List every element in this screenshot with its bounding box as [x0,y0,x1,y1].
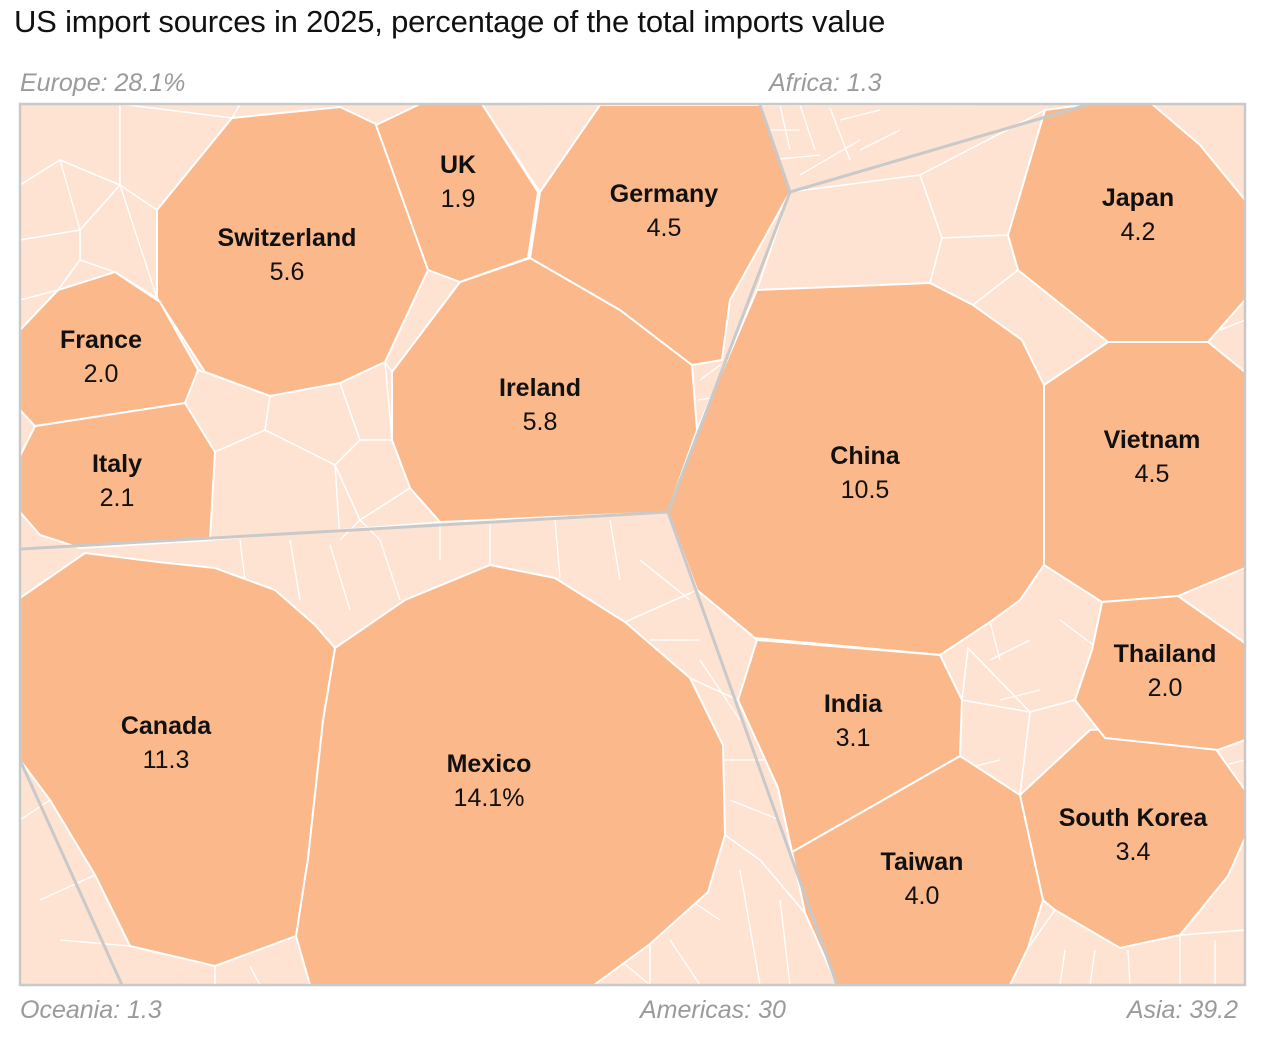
country-value-india: 3.1 [836,724,871,752]
minor-cell-divider [739,869,761,985]
country-name-mexico: Mexico [447,750,532,778]
country-value-china: 10.5 [841,476,890,504]
country-name-switzerland: Switzerland [218,224,357,252]
minor-cell-divider [839,109,881,121]
country-name-china: China [830,442,901,470]
country-name-uk: UK [440,151,476,179]
country-value-south-korea: 3.4 [1116,838,1151,866]
minor-cell-divider [699,364,721,381]
country-value-thailand: 2.0 [1148,674,1183,702]
country-name-italy: Italy [92,450,142,478]
country-name-vietnam: Vietnam [1104,426,1201,454]
minor-cell-divider [239,539,246,581]
minor-cell-divider [1089,949,1096,985]
minor-cell-divider [79,184,121,231]
europe-americas-border [20,510,669,551]
country-value-italy: 2.1 [100,484,135,512]
minor-country-cell [20,229,81,301]
minor-cell-divider [829,107,851,161]
region-label-oceania: Oceania: 1.3 [20,996,162,1024]
country-value-switzerland: 5.6 [270,258,305,286]
minor-cell-divider [699,659,741,721]
country-value-france: 2.0 [84,360,119,388]
country-name-ireland: Ireland [499,374,581,402]
country-name-taiwan: Taiwan [881,848,964,876]
minor-cell-divider [59,939,131,947]
minor-cell-divider [799,104,816,151]
minor-cell-divider [359,487,411,521]
region-label-europe: Europe: 28.1% [20,69,185,97]
country-value-vietnam: 4.5 [1135,460,1170,488]
minor-cell-divider [989,621,1001,661]
country-value-japan: 4.2 [1121,218,1156,246]
country-cell-taiwan [790,754,1045,985]
country-name-canada: Canada [121,712,212,740]
minor-cell-divider [231,104,241,119]
minor-cell-divider [20,799,51,821]
country-value-mexico: 14.1% [454,784,525,812]
minor-cell-divider [289,539,301,601]
country-cell-uk [374,104,540,284]
minor-cell-divider [1059,949,1066,985]
chart-title: US import sources in 2025, percentage of… [14,4,886,39]
minor-cell-divider [729,799,781,821]
minor-cell-divider [249,965,261,985]
country-cell-canada [20,551,337,968]
minor-cell-divider [639,559,691,601]
country-value-ireland: 5.8 [523,408,558,436]
region-label-asia: Asia: 39.2 [1125,996,1238,1024]
country-name-south-korea: South Korea [1059,804,1209,832]
country-cell-thailand [1073,594,1245,752]
minor-cell-divider [999,689,1041,701]
region-label-africa: Africa: 1.3 [767,69,882,97]
americas-asia-border [666,511,839,985]
minor-cell-divider [379,539,401,601]
country-name-france: France [60,326,142,354]
minor-cell-divider [609,519,621,581]
country-cell-japan [1006,104,1245,343]
minor-cell-divider [39,874,96,901]
minor-cell-divider [119,184,158,299]
minor-cell-divider [329,544,351,611]
minor-cell-divider [1127,949,1131,985]
country-cell-switzerland [156,105,430,398]
region-label-americas: Americas: 30 [638,996,786,1024]
country-cell-france [20,270,200,428]
minor-cell-divider [859,129,901,151]
country-value-taiwan: 4.0 [905,882,940,910]
minor-cell-divider [989,639,1031,661]
minor-cell-divider [619,959,651,985]
country-name-india: India [824,690,883,718]
chart-frame-border [18,102,1247,987]
country-name-japan: Japan [1102,184,1174,212]
minor-cell-divider [779,899,791,985]
oceania-border [20,759,124,985]
country-name-thailand: Thailand [1114,640,1217,668]
country-value-canada: 11.3 [143,746,190,774]
asia-africa-border [789,104,1091,194]
minor-cell-divider [554,519,561,579]
country-value-uk: 1.9 [441,185,476,213]
minor-cell-divider [779,104,791,151]
minor-cell-divider [799,139,861,176]
minor-cell-divider [669,939,701,985]
country-value-germany: 4.5 [647,214,682,242]
minor-cell-divider [1219,319,1245,331]
country-name-germany: Germany [610,180,718,208]
minor-cell-divider [1224,759,1245,766]
minor-cell-divider [59,159,81,231]
country-cell-india [736,638,964,854]
